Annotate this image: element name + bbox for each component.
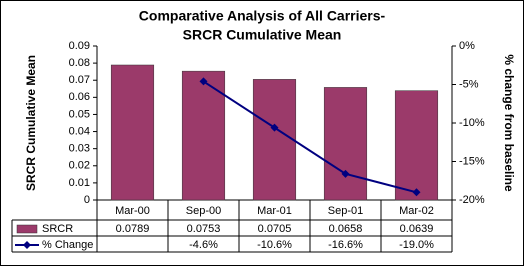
y-tick-label: 0 <box>84 194 90 206</box>
bar <box>110 64 155 201</box>
y-tick-label: 0.02 <box>69 160 90 172</box>
y-tick-label: 0.01 <box>69 177 90 189</box>
marker <box>199 77 208 86</box>
legend-swatch <box>16 224 38 234</box>
x-tick-label: Mar-02 <box>399 205 434 217</box>
chart-title: SRCR Cumulative Mean <box>183 27 342 43</box>
bar <box>394 90 439 201</box>
table-value: -10.6% <box>257 239 292 251</box>
y2-tick-label: -10% <box>459 117 485 129</box>
y2-tick-label: -5% <box>459 78 479 90</box>
y-axis-title: SRCR Cumulative Mean <box>24 55 38 191</box>
chart-title: Comparative Analysis of All Carriers- <box>139 8 386 24</box>
table-value: 0.0658 <box>329 223 363 235</box>
x-tick-label: Sep-00 <box>186 205 221 217</box>
line <box>202 80 417 194</box>
y2-tick-label: 0% <box>459 40 475 52</box>
table-value: 0.0639 <box>400 223 434 235</box>
bar <box>252 79 297 201</box>
legend-label: % Change <box>42 239 93 251</box>
y-tick-label: 0.06 <box>69 91 90 103</box>
y-tick-label: 0.04 <box>69 125 90 137</box>
y2-tick-label: -15% <box>459 155 485 167</box>
table-value: -16.6% <box>328 239 363 251</box>
bar <box>181 70 226 201</box>
x-tick-label: Mar-01 <box>257 205 292 217</box>
table-value: 0.0705 <box>258 223 292 235</box>
y-tick-label: 0.07 <box>69 74 90 86</box>
y2-tick-label: -20% <box>459 194 485 206</box>
marker <box>341 169 350 178</box>
x-tick-label: Sep-01 <box>328 205 363 217</box>
x-tick-label: Mar-00 <box>115 205 150 217</box>
y-tick-label: 0.09 <box>69 40 90 52</box>
marker <box>412 188 421 197</box>
table-value: -19.0% <box>399 239 434 251</box>
y-tick-label: 0.03 <box>69 143 90 155</box>
bar <box>323 87 368 201</box>
table-value: -4.6% <box>189 239 218 251</box>
marker <box>270 123 279 132</box>
legend-label: SRCR <box>42 223 73 235</box>
table-value: 0.0753 <box>187 223 221 235</box>
table-value: 0.0789 <box>116 223 150 235</box>
y-tick-label: 0.08 <box>69 57 90 69</box>
legend-marker <box>23 241 31 249</box>
y2-axis-title: % change from baseline <box>502 54 516 192</box>
y-tick-label: 0.05 <box>69 108 90 120</box>
